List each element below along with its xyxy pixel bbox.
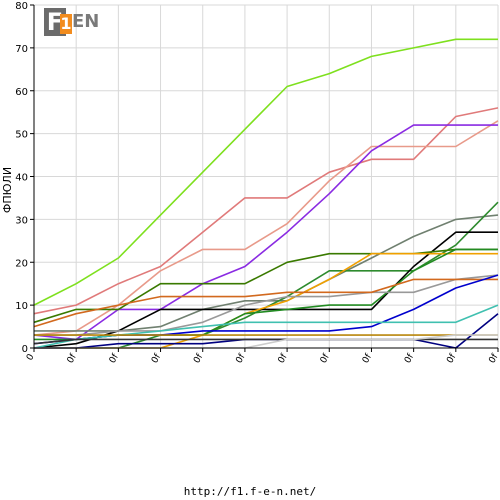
axes — [30, 4, 499, 352]
series-line-2 — [33, 107, 499, 315]
footer-url: http://f1.f-e-n.net/ — [183, 485, 317, 498]
tick-labels: 0 10 20 30 40 50 60 70 80 0 0f 0f 0f 0f 0f 0f 0f 0f 0f 0f 0f — [15, 1, 500, 365]
series-line-3 — [33, 120, 499, 336]
grid-lines — [33, 4, 499, 349]
x-tick-label: 0 — [25, 352, 37, 362]
x-tick-label: 0f — [192, 352, 206, 365]
y-tick-label: 60 — [15, 87, 28, 98]
series-line-1 — [33, 38, 498, 306]
x-tick-label: 0f — [319, 352, 333, 365]
x-tick-label: 0f — [361, 352, 375, 365]
series-line-12 — [33, 278, 498, 328]
x-tick-label: 0f — [66, 352, 80, 365]
logo-en-mark: EN — [72, 11, 100, 32]
y-tick-label: 30 — [15, 215, 28, 226]
y-tick-label: 20 — [15, 258, 28, 269]
f1en-logo: F 1 EN — [44, 8, 100, 36]
series-line-6 — [34, 201, 499, 349]
x-tick-label: 0f — [277, 352, 291, 365]
y-tick-label: 50 — [15, 130, 28, 141]
x-tick-label: 0f — [445, 352, 459, 365]
y-tick-label: 40 — [15, 173, 28, 184]
y-tick-label: 0 — [22, 344, 28, 355]
series-line-11 — [34, 274, 499, 336]
y-tick-label: 70 — [15, 44, 28, 55]
x-tick-label: 0f — [150, 352, 164, 365]
y-tick-label: 80 — [15, 1, 28, 12]
series-line-7 — [33, 231, 498, 349]
logo-one-mark: 1 — [60, 14, 72, 34]
series-lines — [33, 38, 499, 349]
series-line-4 — [33, 124, 498, 341]
x-tick-label: 0f — [487, 352, 500, 365]
x-tick-label: 0f — [108, 352, 122, 365]
x-tick-label: 0f — [234, 352, 248, 365]
y-tick-label: 10 — [15, 301, 28, 312]
x-tick-label: 0f — [403, 352, 417, 365]
y-axis-title: ФПЮЛИ — [1, 167, 14, 213]
